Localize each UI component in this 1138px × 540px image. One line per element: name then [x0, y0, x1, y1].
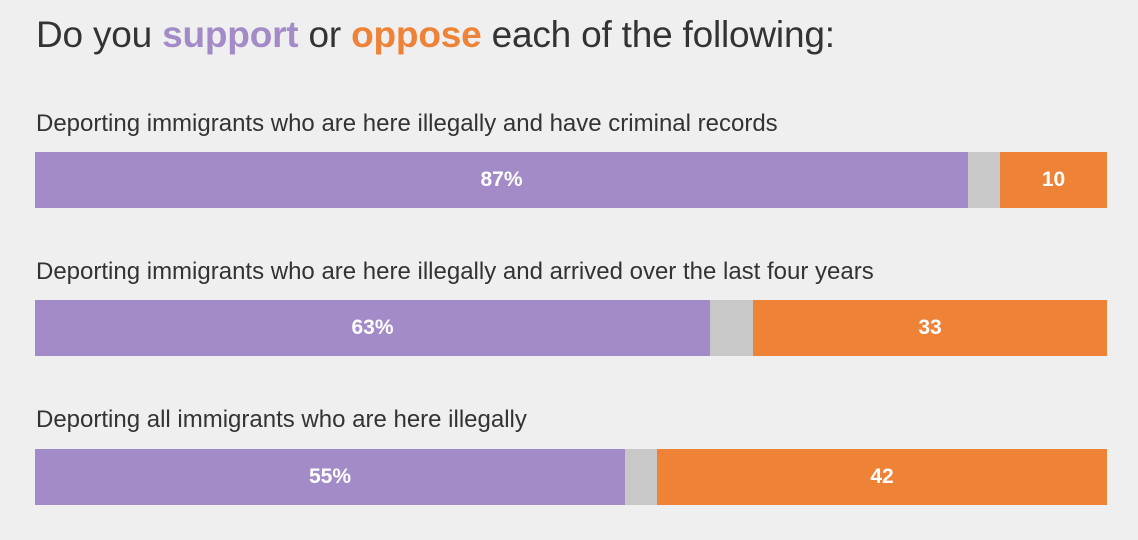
support-segment: 55% — [35, 449, 625, 505]
neutral-segment — [968, 152, 1000, 208]
oppose-segment: 10 — [1000, 152, 1107, 208]
data-label: 87% — [480, 168, 523, 191]
bar-row: 87% 10 — [35, 152, 1107, 208]
support-segment: 63% — [35, 300, 710, 356]
title-prefix: Do you — [36, 14, 163, 55]
row-label: Deporting immigrants who are here illega… — [36, 258, 874, 285]
chart-title: Do you support or oppose each of the fol… — [36, 14, 835, 56]
support-segment: 87% — [35, 152, 968, 208]
title-middle: or — [298, 14, 352, 55]
title-support-word: support — [162, 14, 299, 55]
bar-row: 63% 33 — [35, 300, 1107, 356]
data-label: 33 — [918, 316, 942, 339]
data-label: 42 — [870, 465, 894, 488]
data-label: 55% — [308, 465, 352, 488]
bar-row: 55% 42 — [35, 449, 1107, 505]
title-suffix: each of the following: — [481, 14, 835, 55]
oppose-segment: 42 — [657, 449, 1107, 505]
data-label: 10 — [1041, 168, 1066, 191]
row-label: Deporting immigrants who are here illega… — [36, 110, 778, 137]
neutral-segment — [710, 300, 753, 356]
data-label: 63% — [351, 316, 394, 339]
title-oppose-word: oppose — [351, 14, 482, 55]
oppose-segment: 33 — [753, 300, 1107, 356]
neutral-segment — [625, 449, 657, 505]
row-label: Deporting all immigrants who are here il… — [36, 406, 527, 433]
